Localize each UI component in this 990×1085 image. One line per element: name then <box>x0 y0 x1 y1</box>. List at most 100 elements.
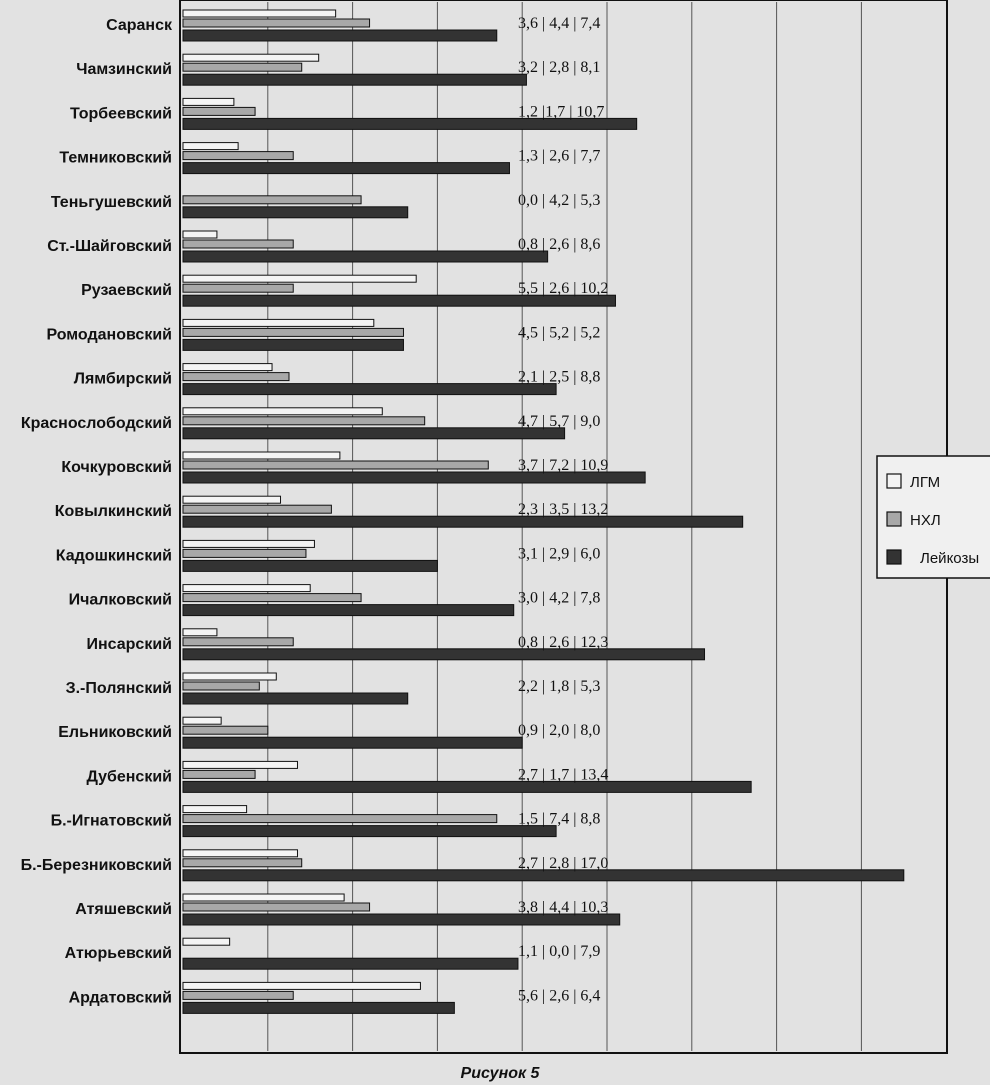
bar-3-17 <box>182 736 523 749</box>
bar-2-20 <box>182 858 303 868</box>
bar-2-5 <box>182 195 362 205</box>
value-label: 3,0 | 4,2 | 7,8 <box>518 590 600 607</box>
bar-2-1 <box>182 18 371 28</box>
value-label: 1,5 | 7,4 | 8,8 <box>518 811 600 828</box>
category-label: З.-Полянский <box>66 680 172 697</box>
bar-3-5 <box>182 206 409 219</box>
bar-1-11 <box>182 451 341 460</box>
bar-1-15 <box>182 628 218 637</box>
bar-2-15 <box>182 637 294 647</box>
bar-3-11 <box>182 471 646 484</box>
bar-1-13 <box>182 539 315 548</box>
legend-label: НХЛ <box>910 512 941 529</box>
bar-3-8 <box>182 338 404 351</box>
bar-2-9 <box>182 372 290 382</box>
bar-3-10 <box>182 427 566 440</box>
bar-2-4 <box>182 151 294 161</box>
value-label: 3,2 | 2,8 | 8,1 <box>518 59 600 76</box>
bar-1-1 <box>182 9 337 18</box>
bar-1-7 <box>182 274 417 283</box>
bar-1-22 <box>182 937 231 946</box>
category-label: Инсарский <box>86 636 172 653</box>
bar-3-19 <box>182 825 557 838</box>
legend-swatch-1 <box>886 473 902 489</box>
bar-3-18 <box>182 780 752 793</box>
value-label: 2,7 | 2,8 | 17,0 <box>518 855 608 872</box>
bar-3-21 <box>182 913 621 926</box>
bar-2-8 <box>182 327 404 337</box>
bar-3-15 <box>182 648 706 661</box>
bar-2-21 <box>182 902 371 912</box>
value-label: 3,8 | 4,4 | 10,3 <box>518 899 608 916</box>
bar-1-4 <box>182 142 239 151</box>
legend-swatch-2 <box>886 511 902 527</box>
value-label: 3,7 | 7,2 | 10,9 <box>518 457 608 474</box>
bar-3-23 <box>182 1001 455 1014</box>
category-label: Чамзинский <box>76 61 172 78</box>
bar-2-23 <box>182 990 294 1000</box>
category-label: Теньгушевский <box>51 194 172 211</box>
legend-label: Лейкозы <box>920 550 979 567</box>
bar-1-14 <box>182 584 311 593</box>
value-label: 0,0 | 4,2 | 5,3 <box>518 192 600 209</box>
bar-3-4 <box>182 162 510 175</box>
category-label: Кадошкинский <box>56 547 172 564</box>
bar-2-18 <box>182 769 256 779</box>
bar-3-13 <box>182 559 438 572</box>
bar-3-12 <box>182 515 744 528</box>
category-label: Б.-Березниковский <box>21 857 172 874</box>
bar-1-23 <box>182 981 421 990</box>
bar-3-6 <box>182 250 549 263</box>
category-label: Рузаевский <box>81 282 172 299</box>
value-label: 2,7 | 1,7 | 13,4 <box>518 766 608 783</box>
category-label: Темниковский <box>59 150 172 167</box>
value-label: 5,6 | 2,6 | 6,4 <box>518 987 600 1004</box>
value-label: 3,6 | 4,4 | 7,4 <box>518 15 600 32</box>
bar-3-16 <box>182 692 409 705</box>
category-label: Ельниковский <box>58 724 172 741</box>
category-label: Лямбирский <box>74 371 172 388</box>
value-label: 0,8 | 2,6 | 12,3 <box>518 634 608 651</box>
category-label: Ичалковский <box>69 592 172 609</box>
bar-1-6 <box>182 230 218 239</box>
bar-3-20 <box>182 869 905 882</box>
category-label: Атюрьевский <box>65 945 172 962</box>
legend: ЛГМ НХЛ Лейкозы <box>876 455 990 579</box>
value-label: 2,3 | 3,5 | 13,2 <box>518 501 608 518</box>
bars-group <box>182 9 905 1014</box>
bar-2-11 <box>182 460 489 470</box>
value-label: 2,2 | 1,8 | 5,3 <box>518 678 600 695</box>
bar-2-2 <box>182 62 303 72</box>
bar-2-12 <box>182 504 332 514</box>
value-label: 2,1 | 2,5 | 8,8 <box>518 369 600 386</box>
bar-1-18 <box>182 760 298 769</box>
value-label: 1,1 | 0,0 | 7,9 <box>518 943 600 960</box>
bar-3-3 <box>182 117 638 130</box>
category-label: Ардатовский <box>69 989 172 1006</box>
category-label: Кочкуровский <box>61 459 172 476</box>
figure-caption: Рисунок 5 <box>461 1065 541 1082</box>
value-label: 0,8 | 2,6 | 8,6 <box>518 236 600 253</box>
legend-label: ЛГМ <box>910 474 940 491</box>
value-label: 1,3 | 2,6 | 7,7 <box>518 148 600 165</box>
category-label: Торбеевский <box>70 105 172 122</box>
value-label: 5,5 | 2,6 | 10,2 <box>518 280 608 297</box>
category-label: Дубенский <box>86 768 172 785</box>
value-label: 1,2 |1,7 | 10,7 <box>518 103 604 120</box>
bar-2-19 <box>182 814 498 824</box>
bar-2-14 <box>182 593 362 603</box>
category-label: Б.-Игнатовский <box>51 813 172 830</box>
bar-1-20 <box>182 849 298 858</box>
value-labels: 3,6 | 4,4 | 7,4 3,2 | 2,8 | 8,1 1,2 |1,7 |… <box>518 15 608 1004</box>
value-label: 4,7 | 5,7 | 9,0 <box>518 413 600 430</box>
bar-3-2 <box>182 73 527 86</box>
category-label: Ст.-Шайговский <box>47 238 172 255</box>
bar-1-19 <box>182 805 248 814</box>
bar-3-1 <box>182 29 498 42</box>
bar-3-22 <box>182 957 519 970</box>
bar-2-16 <box>182 681 260 691</box>
legend-swatch-3 <box>886 549 902 565</box>
bar-2-6 <box>182 239 294 249</box>
bar-2-3 <box>182 106 256 116</box>
